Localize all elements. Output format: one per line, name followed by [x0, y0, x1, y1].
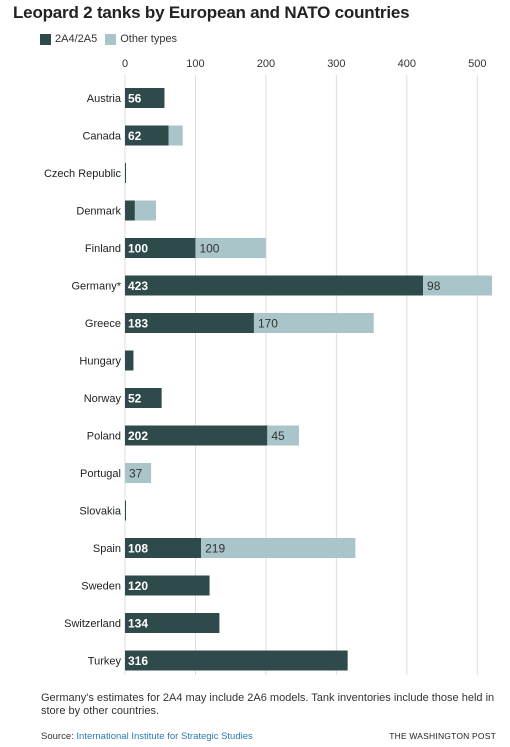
bar-2a4-2a5 [125, 388, 162, 408]
bar-other-types [253, 313, 374, 333]
data-label-2a4-2a5: 183 [128, 317, 148, 331]
data-label-2a4-2a5: 120 [128, 579, 148, 593]
legend-item-other-types: Other types [105, 33, 177, 45]
data-label-other-types: 219 [205, 542, 225, 556]
legend: 2A4/2A5 Other types [40, 33, 185, 45]
source-prefix: Source: [41, 731, 77, 742]
x-tick-label: 200 [257, 58, 275, 70]
bar-2a4-2a5 [125, 238, 196, 258]
data-label-2a4-2a5: 62 [128, 129, 142, 143]
bar-2a4-2a5 [125, 125, 169, 146]
bar-2a4-2a5 [125, 575, 210, 596]
bar-other-types [195, 238, 266, 258]
category-label: Poland [87, 431, 121, 443]
bar-2a4-2a5 [125, 538, 202, 558]
bar-2a4-2a5 [125, 200, 135, 221]
bar-other-types [423, 275, 493, 296]
data-label-2a4-2a5: 56 [128, 92, 142, 106]
category-label: Czech Republic [44, 168, 122, 180]
source-link[interactable]: International Institute for Strategic St… [76, 731, 253, 742]
data-label-other-types: 45 [271, 429, 285, 443]
category-label: Austria [87, 93, 122, 105]
data-label-2a4-2a5: 52 [128, 392, 142, 406]
category-label: Spain [93, 543, 121, 555]
legend-swatch-other-types [105, 33, 117, 45]
data-label-2a4-2a5: 134 [128, 617, 148, 631]
category-label: Sweden [81, 581, 121, 593]
category-label: Germany* [71, 281, 121, 293]
legend-label-other-types: Other types [120, 33, 178, 45]
bar-2a4-2a5 [125, 88, 165, 108]
category-label: Turkey [88, 656, 122, 668]
legend-item-2a4-2a5: 2A4/2A5 [40, 33, 97, 45]
legend-label-2a4-2a5: 2A4/2A5 [55, 33, 98, 45]
bar-2a4-2a5 [125, 613, 220, 633]
bar-2a4-2a5 [125, 350, 134, 371]
category-label: Norway [84, 393, 122, 405]
bar-other-types [201, 538, 356, 558]
category-label: Denmark [76, 206, 121, 218]
bar-chart: 0 100 200 300 400 500 Austria 56 Canada 62 Czech R… [44, 58, 493, 675]
bar-other-types [267, 425, 300, 446]
category-label: Switzerland [64, 618, 121, 630]
category-label: Greece [85, 318, 121, 330]
bar-2a4-2a5 [125, 313, 254, 333]
bar-2a4-2a5 [125, 650, 348, 671]
bar-2a4-2a5 [125, 275, 424, 296]
data-label-other-types: 100 [199, 242, 219, 256]
bar-other-types [125, 463, 152, 483]
data-label-2a4-2a5: 100 [128, 242, 148, 256]
bar-2a4-2a5 [125, 425, 268, 446]
x-tick-label: 300 [327, 58, 345, 70]
x-tick-label: 500 [468, 58, 486, 70]
data-label-2a4-2a5: 316 [128, 654, 148, 668]
data-label-2a4-2a5: 108 [128, 542, 148, 556]
bar-2a4-2a5 [125, 500, 126, 521]
x-tick-label: 0 [122, 58, 128, 70]
category-label: Portugal [80, 468, 121, 480]
data-label-other-types: 98 [427, 279, 441, 293]
source-line: Source: International Institute for Stra… [41, 731, 253, 742]
x-tick-label: 100 [186, 58, 204, 70]
category-label: Slovakia [79, 506, 121, 518]
data-label-other-types: 170 [258, 317, 278, 331]
data-label-other-types: 37 [129, 467, 143, 481]
data-label-2a4-2a5: 202 [128, 429, 148, 443]
category-label: Hungary [79, 356, 121, 368]
bar-2a4-2a5 [125, 163, 126, 183]
data-label-2a4-2a5: 423 [128, 279, 148, 293]
category-label: Finland [85, 243, 121, 255]
category-label: Canada [82, 131, 121, 143]
chart-title: Leopard 2 tanks by European and NATO cou… [13, 3, 410, 22]
footnote: Germany's estimates for 2A4 may include … [41, 692, 495, 717]
bar-other-types [134, 200, 157, 221]
x-tick-label: 400 [398, 58, 416, 70]
publisher-credit: THE WASHINGTON POST [389, 731, 496, 741]
bar-other-types [168, 125, 183, 146]
legend-swatch-2a4-2a5 [40, 33, 51, 45]
